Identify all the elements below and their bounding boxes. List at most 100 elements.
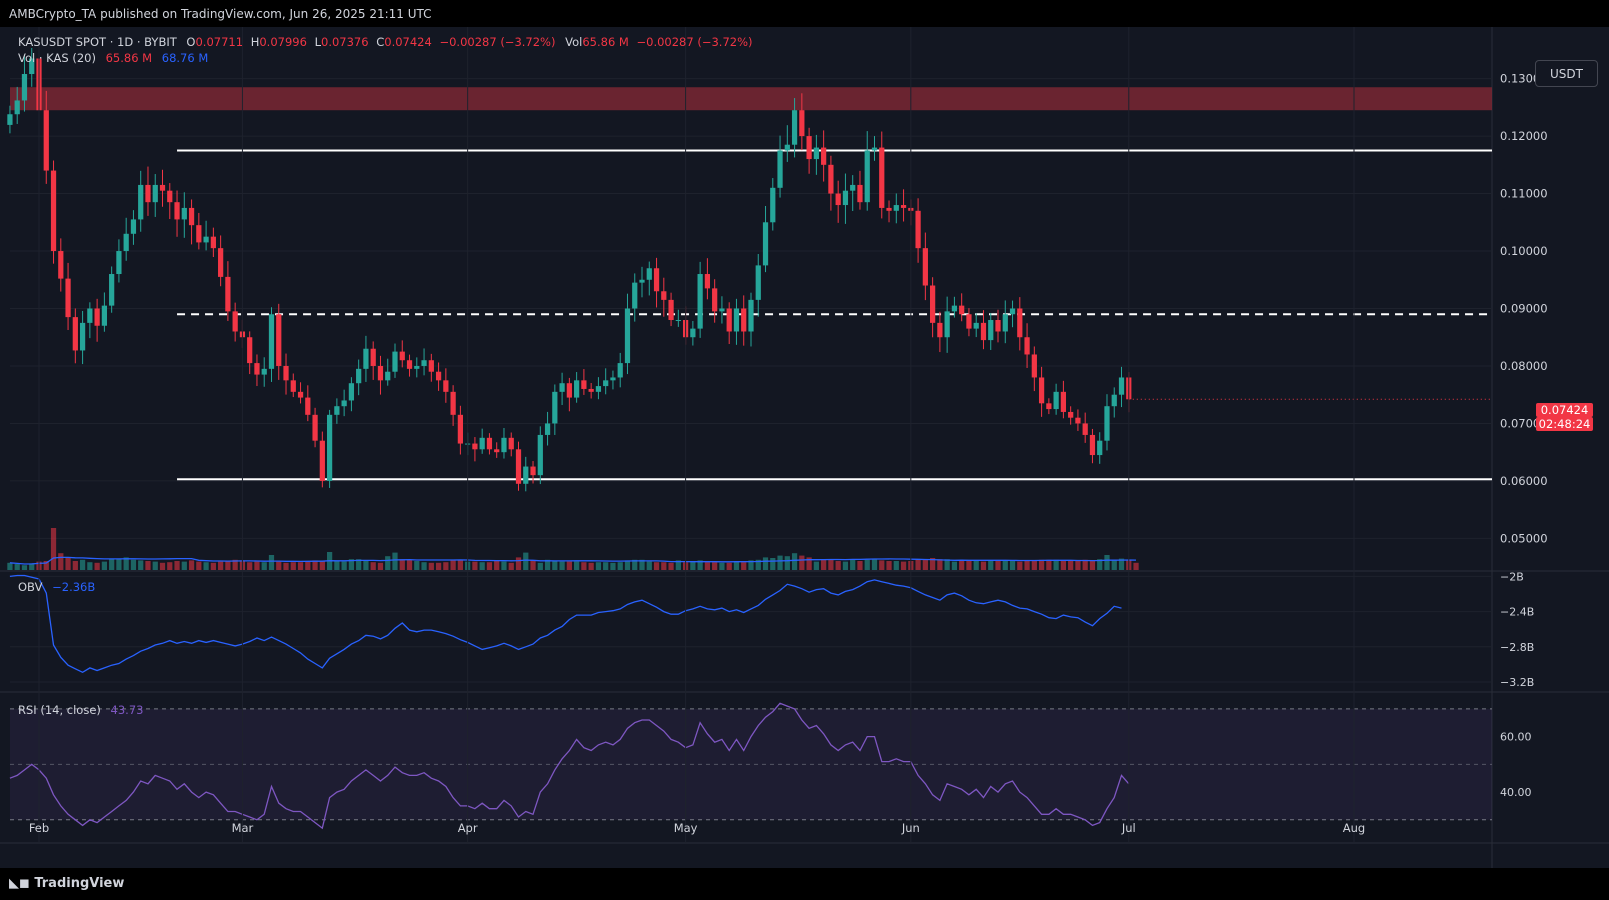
volume-bar [29, 563, 35, 570]
candle-body [842, 190, 849, 206]
volume-bar [494, 560, 500, 570]
chart-background [0, 27, 1609, 868]
vol-ma-label[interactable]: Vol · KAS (20) [18, 51, 96, 65]
volume-bar [1075, 560, 1081, 570]
candle-body [501, 437, 507, 453]
obv-label[interactable]: OBV [18, 580, 43, 594]
volume-bar [363, 560, 369, 570]
candle-body [821, 147, 827, 165]
volume-bar [777, 555, 783, 570]
vol-ma-value2: 68.76 M [161, 51, 209, 65]
publisher-bar: AMBCrypto_TA published on TradingView.co… [0, 0, 1609, 27]
candle-body [719, 308, 725, 312]
close-value: 0.07424 [384, 35, 432, 49]
high-value: 0.07996 [259, 35, 307, 49]
volume-bar [210, 562, 216, 570]
tradingview-logo-text: TradingView [34, 876, 125, 891]
candle-body [21, 74, 28, 101]
candle-body [668, 299, 674, 320]
chart-canvas[interactable]: 0.130000.120000.110000.100000.090000.080… [0, 27, 1609, 868]
candle-body [1104, 406, 1110, 441]
obv-tick-label: −3.2B [1500, 676, 1534, 689]
volume-bar [1118, 558, 1125, 570]
volume-bar [697, 560, 703, 570]
candle-body [544, 423, 551, 435]
volume-bar [414, 561, 420, 570]
candle-body [624, 308, 631, 364]
candle-body [247, 337, 253, 364]
volume-bar [966, 561, 972, 570]
volume-bar [7, 562, 13, 570]
volume-bar [530, 560, 536, 570]
obv-tick-label: −2.8B [1500, 641, 1534, 654]
candle-body [50, 170, 57, 252]
volume-bar [421, 562, 427, 570]
tradingview-logo[interactable]: ◣◼ TradingView [9, 876, 124, 891]
candle-body [1031, 354, 1037, 378]
volume-ma-line [9, 556, 1137, 565]
volume-bar [87, 562, 93, 570]
volume-bar [334, 561, 340, 570]
candle-body [675, 319, 681, 321]
volume-bar [58, 553, 64, 570]
volume-bar [501, 561, 507, 570]
candle-body [980, 322, 987, 341]
time-tick-label: Mar [232, 821, 254, 835]
price-tick-label: 0.11000 [1500, 187, 1548, 201]
candle-body [283, 365, 289, 381]
candle-body [145, 184, 151, 203]
volume-bar [581, 562, 587, 570]
candle-body [1046, 403, 1052, 410]
volume-bar [668, 562, 674, 570]
candle-body [348, 383, 355, 401]
volume-bar [50, 528, 57, 570]
volume-bar [871, 559, 878, 570]
candle-body [392, 351, 398, 372]
volume-bar [1097, 559, 1103, 570]
candle-body [610, 377, 616, 381]
volume-bar [276, 561, 282, 570]
volume-bar [283, 562, 289, 570]
vol-label: Vol [565, 35, 583, 49]
candle-body [1118, 377, 1125, 395]
volume-bar [1089, 561, 1096, 570]
candle-body [443, 380, 449, 392]
volume-bar [232, 559, 238, 570]
obv-value: −2.36B [52, 580, 96, 594]
candle-body [784, 144, 790, 151]
chart-frame[interactable]: 0.13000 0.12000 0.11000 0.10000 0.09000 0.080… [0, 27, 1609, 868]
candle-body [356, 368, 362, 384]
price-tick-label: 0.05000 [1500, 531, 1548, 545]
candle-body [268, 314, 275, 369]
candle-body [871, 147, 878, 151]
candle-body [632, 282, 638, 309]
price-tick-label: 0.06000 [1500, 474, 1548, 488]
candle-body [196, 225, 202, 243]
volume-bar [21, 565, 28, 570]
candle-body [1038, 377, 1045, 404]
volume-bar [116, 558, 122, 570]
volume-bar [588, 562, 594, 570]
countdown-tag: 02:48:24 [1536, 417, 1593, 431]
candle-body [254, 363, 260, 375]
candle-body [879, 147, 885, 208]
candle-body [770, 187, 776, 223]
volume-bar [65, 557, 71, 570]
obv-legend: OBV −2.36B [18, 580, 95, 594]
rsi-label[interactable]: RSI (14, close) [18, 703, 101, 717]
volume-bar [515, 557, 522, 570]
symbol-label[interactable]: KASUSDT SPOT · 1D · BYBIT [18, 35, 177, 49]
candle-body [748, 299, 754, 332]
low-label: L [314, 35, 321, 49]
candle-body [406, 360, 413, 369]
candle-body [1060, 391, 1067, 412]
price-tick-label: 0.08000 [1500, 359, 1548, 373]
volume-legend: Vol · KAS (20) 65.86 M 68.76 M [18, 51, 208, 65]
volume-bar [1024, 560, 1030, 570]
candle-body [661, 291, 667, 300]
currency-button[interactable]: USDT [1535, 60, 1598, 87]
candle-body [1089, 434, 1096, 456]
volume-bar [886, 561, 892, 570]
candle-body [72, 317, 78, 351]
candle-body [777, 150, 783, 188]
